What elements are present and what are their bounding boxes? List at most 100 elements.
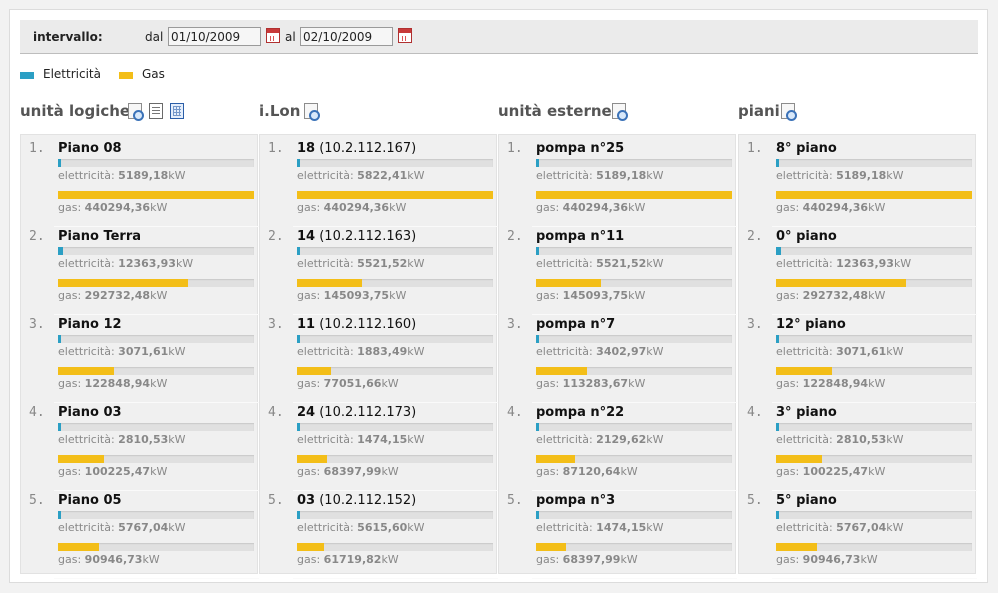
electricity-label: elettricità: <box>776 169 833 182</box>
magnifier-icon[interactable] <box>612 103 628 121</box>
item-separator <box>293 578 498 579</box>
gas-unit: kW <box>868 377 886 390</box>
gas-label: gas: <box>776 201 800 214</box>
magnifier-icon[interactable] <box>781 103 797 121</box>
item-name-bold: pompa n°22 <box>536 405 625 420</box>
item-name: pompa n°25 <box>536 141 624 156</box>
gas-value: gas: 68397,99kW <box>536 553 638 566</box>
electricity-value: elettricità: 5767,04kW <box>58 521 186 534</box>
gas-amount: 68397,99 <box>323 465 382 478</box>
gas-value: gas: 440294,36kW <box>297 201 406 214</box>
ranking-item[interactable]: 3. 11 (10.2.112.160) elettricità: 1883,49k… <box>260 315 498 403</box>
ranking-item[interactable]: 4. 24 (10.2.112.173) elettricità: 1474,15k… <box>260 403 498 491</box>
ranking-item[interactable]: 5. pompa n°3 elettricità: 1474,15kW gas: 68… <box>499 491 737 579</box>
gas-bar <box>776 543 972 551</box>
gas-amount: 440294,36 <box>323 201 390 214</box>
ranking-item[interactable]: 2. 14 (10.2.112.163) elettricità: 5521,52k… <box>260 227 498 315</box>
electricity-label: elettricità: <box>58 521 115 534</box>
ranking-item[interactable]: 1. Piano 08 elettricità: 5189,18kW gas: 440… <box>21 139 259 227</box>
ranking-item[interactable]: 2. pompa n°11 elettricità: 5521,52kW gas: 1… <box>499 227 737 315</box>
ranking-item[interactable]: 2. 0° piano elettricità: 12363,93kW gas: 29… <box>739 227 977 315</box>
gas-label: gas: <box>536 201 560 214</box>
electricity-bar <box>297 335 493 343</box>
gas-fill <box>297 455 327 463</box>
electricity-value: elettricità: 2810,53kW <box>776 433 904 446</box>
ranking-item[interactable]: 4. Piano 03 elettricità: 2810,53kW gas: 100… <box>21 403 259 491</box>
rank-number: 4. <box>268 405 284 420</box>
electricity-fill <box>297 159 300 167</box>
electricity-label: elettricità: <box>297 257 354 270</box>
gas-amount: 68397,99 <box>562 553 621 566</box>
item-name: Piano 08 <box>58 141 122 156</box>
electricity-label: elettricità: <box>58 257 115 270</box>
electricity-bar <box>536 423 732 431</box>
document-icon[interactable] <box>149 103 163 119</box>
item-name-bold: 24 <box>297 405 316 420</box>
rank-number: 4. <box>29 405 45 420</box>
ranking-item[interactable]: 5. 03 (10.2.112.152) elettricità: 5615,60k… <box>260 491 498 579</box>
ranking-item[interactable]: 4. pompa n°22 elettricità: 2129,62kW gas: 8… <box>499 403 737 491</box>
gas-bar <box>776 191 972 199</box>
gas-fill <box>776 455 822 463</box>
electricity-bar <box>776 247 972 255</box>
gas-amount: 292732,48 <box>802 289 869 302</box>
item-separator <box>772 402 977 403</box>
gas-bar <box>58 543 254 551</box>
rank-number: 2. <box>747 229 763 244</box>
item-separator <box>532 402 737 403</box>
item-name: pompa n°22 <box>536 405 624 420</box>
gas-amount: 292732,48 <box>84 289 151 302</box>
electricity-label: elettricità: <box>297 169 354 182</box>
ranking-item[interactable]: 1. 8° piano elettricità: 5189,18kW gas: 440… <box>739 139 977 227</box>
electricity-value: elettricità: 5615,60kW <box>297 521 425 534</box>
ranking-item[interactable]: 3. pompa n°7 elettricità: 3402,97kW gas: 11… <box>499 315 737 403</box>
item-separator <box>532 314 737 315</box>
gas-unit: kW <box>150 289 168 302</box>
gas-amount: 145093,75 <box>323 289 390 302</box>
ranking-item[interactable]: 5. 5° piano elettricità: 5767,04kW gas: 909… <box>739 491 977 579</box>
from-date-input[interactable]: 01/10/2009 <box>168 27 261 46</box>
item-name: Piano 03 <box>58 405 122 420</box>
ranking-item[interactable]: 1. pompa n°25 elettricità: 5189,18kW gas: 4… <box>499 139 737 227</box>
electricity-value: elettricità: 3071,61kW <box>58 345 186 358</box>
magnifier-icon[interactable] <box>128 103 144 121</box>
item-separator <box>293 402 498 403</box>
gas-bar <box>536 543 732 551</box>
ranking-item[interactable]: 1. 18 (10.2.112.167) elettricità: 5822,41k… <box>260 139 498 227</box>
item-separator <box>532 578 737 579</box>
rank-number: 3. <box>29 317 45 332</box>
gas-value: gas: 61719,82kW <box>297 553 399 566</box>
electricity-value: elettricità: 2810,53kW <box>58 433 186 446</box>
ranking-item[interactable]: 3. 12° piano elettricità: 3071,61kW gas: 12… <box>739 315 977 403</box>
item-separator <box>54 226 259 227</box>
gas-value: gas: 90946,73kW <box>776 553 878 566</box>
ranking-item[interactable]: 3. Piano 12 elettricità: 3071,61kW gas: 122… <box>21 315 259 403</box>
ranking-item[interactable]: 5. Piano 05 elettricità: 5767,04kW gas: 909… <box>21 491 259 579</box>
rank-number: 5. <box>747 493 763 508</box>
ranking-item[interactable]: 2. Piano Terra elettricità: 12363,93kW gas:… <box>21 227 259 315</box>
ranking-item[interactable]: 4. 3° piano elettricità: 2810,53kW gas: 100… <box>739 403 977 491</box>
electricity-bar <box>297 159 493 167</box>
gas-unit: kW <box>620 553 638 566</box>
item-separator <box>54 402 259 403</box>
rank-number: 4. <box>507 405 523 420</box>
gas-unit: kW <box>860 553 878 566</box>
gas-amount: 90946,73 <box>84 553 143 566</box>
electricity-value: elettricità: 5189,18kW <box>536 169 664 182</box>
gas-amount: 440294,36 <box>84 201 151 214</box>
to-calendar-icon[interactable] <box>398 28 412 43</box>
gas-value: gas: 440294,36kW <box>776 201 885 214</box>
rank-number: 1. <box>507 141 523 156</box>
magnifier-icon[interactable] <box>304 103 320 121</box>
gas-unit: kW <box>150 201 168 214</box>
gas-value: gas: 440294,36kW <box>58 201 167 214</box>
to-date-input[interactable]: 02/10/2009 <box>300 27 393 46</box>
gas-fill <box>297 191 493 199</box>
item-name-bold: pompa n°7 <box>536 317 616 332</box>
electricity-bar <box>536 335 732 343</box>
gas-fill <box>297 543 324 551</box>
item-name-bold: pompa n°3 <box>536 493 616 508</box>
from-calendar-icon[interactable] <box>266 28 280 43</box>
interval-label: intervallo: <box>33 30 103 44</box>
grid-icon[interactable] <box>170 103 184 119</box>
